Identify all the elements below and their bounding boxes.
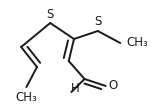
Text: S: S [47, 8, 54, 21]
Text: H: H [71, 82, 79, 95]
Text: S: S [94, 15, 101, 28]
Text: O: O [108, 80, 118, 92]
Text: CH₃: CH₃ [127, 36, 149, 50]
Text: CH₃: CH₃ [16, 91, 37, 104]
